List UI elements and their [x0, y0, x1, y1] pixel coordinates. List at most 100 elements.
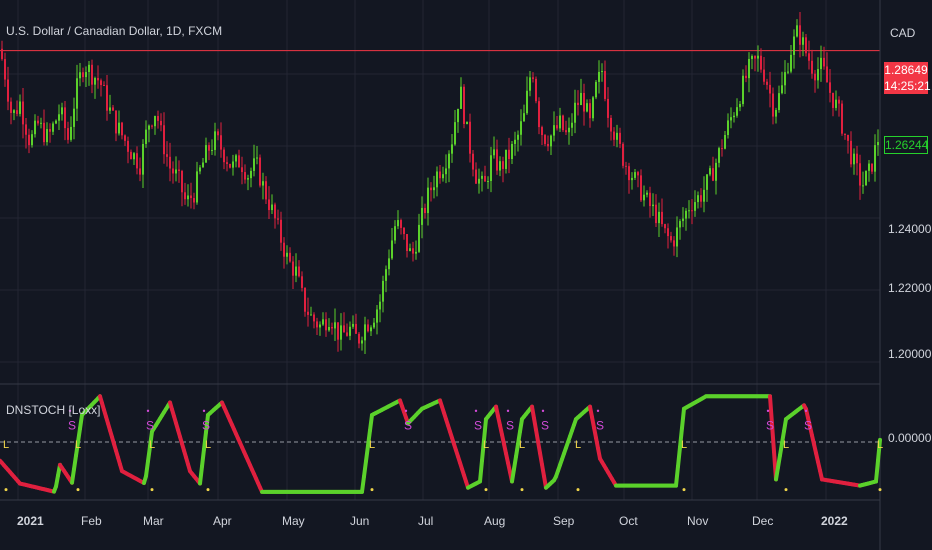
candle-body — [70, 126, 72, 140]
indicator-segment — [480, 437, 486, 463]
indicator-segment — [362, 459, 368, 479]
indicator-segment — [360, 474, 366, 494]
candle-body — [475, 169, 477, 184]
candle-body — [451, 144, 453, 154]
candle-body — [826, 66, 828, 83]
indicator-segment — [510, 467, 516, 484]
candle-body — [772, 93, 774, 117]
candle-body — [133, 153, 135, 160]
candle-body — [646, 192, 648, 195]
indicator-segment — [512, 454, 518, 471]
buy-marker-dot — [576, 488, 580, 492]
candle-body — [616, 132, 618, 140]
candle-body — [262, 181, 264, 186]
sell-marker-S: S — [404, 419, 412, 433]
candle-body — [16, 110, 18, 114]
candle-body — [658, 211, 660, 224]
candle-body — [550, 135, 552, 147]
candle-body — [751, 56, 753, 59]
candle-body — [379, 301, 381, 310]
candle-body — [577, 102, 579, 106]
sell-marker-S: S — [146, 419, 154, 433]
candle-body — [157, 116, 159, 121]
candle-body — [691, 210, 693, 212]
indicator-segment — [70, 467, 76, 485]
candle-body — [490, 155, 492, 181]
candle-body — [97, 77, 99, 81]
candle-body — [73, 108, 75, 127]
candle-body — [406, 234, 408, 252]
candle-body — [283, 242, 285, 257]
candle-body — [400, 220, 402, 228]
sell-marker-S: S — [68, 419, 76, 433]
candle-body — [424, 207, 426, 214]
candle-body — [13, 110, 15, 113]
candle-body — [871, 163, 873, 172]
candle-body — [190, 195, 192, 199]
candle-body — [802, 37, 804, 45]
candle-body — [460, 86, 462, 109]
candle-body — [631, 177, 633, 181]
candle-body — [211, 149, 213, 151]
candle-body — [349, 326, 351, 336]
candle-body — [502, 161, 504, 169]
candle-body — [340, 325, 342, 340]
time-label: Mar — [143, 514, 164, 528]
candle-body — [457, 108, 459, 123]
buy-marker-dot — [370, 488, 374, 492]
candle-body — [229, 163, 231, 168]
candle-body — [358, 333, 360, 344]
indicator-segment — [478, 458, 484, 484]
indicator-segment — [774, 465, 780, 482]
candle-body — [781, 85, 783, 94]
candle-body — [493, 149, 495, 156]
buy-marker-L: L — [75, 439, 81, 451]
candle-body — [172, 168, 174, 174]
price-tick: 1.22000 — [888, 281, 932, 295]
candle-body — [643, 194, 645, 201]
candle-body — [832, 92, 834, 108]
indicator-title[interactable]: DNSTOCH [Loxx] — [6, 403, 101, 417]
candle-body — [46, 129, 48, 143]
candle-body — [535, 78, 537, 102]
time-label: Jun — [350, 514, 370, 528]
indicator-segment — [146, 444, 152, 464]
candle-body — [724, 135, 726, 149]
candle-body — [148, 125, 150, 130]
indicator-segment — [780, 429, 786, 446]
indicator-segment — [202, 430, 208, 452]
candle-body — [538, 101, 540, 128]
candle-body — [100, 80, 102, 86]
candle-body — [373, 322, 375, 328]
candle-body — [853, 153, 855, 165]
candle-body — [445, 168, 447, 175]
candle-body — [346, 332, 348, 336]
candle-body — [142, 143, 144, 175]
candle-body — [52, 123, 54, 132]
indicator-segment — [364, 443, 370, 464]
candle-body — [37, 120, 39, 124]
candle-body — [145, 129, 147, 144]
candle-body — [259, 157, 261, 186]
candle-body — [589, 103, 591, 119]
candle-body — [505, 149, 507, 169]
candle-body — [709, 168, 711, 175]
symbol-title[interactable]: U.S. Dollar / Canadian Dollar, 1D, FXCM — [6, 24, 223, 38]
candle-body — [532, 77, 534, 79]
candle-body — [109, 107, 111, 111]
candle-body — [712, 168, 714, 181]
candle-body — [745, 75, 747, 79]
last-price-tag: 1.28649 — [884, 62, 928, 78]
candle-body — [574, 102, 576, 123]
candle-body — [790, 54, 792, 72]
candle-body — [184, 192, 186, 200]
candle-body — [394, 226, 396, 241]
candle-body — [877, 142, 879, 146]
indicator-segment — [676, 445, 682, 469]
indicator-segment — [678, 425, 684, 450]
candle-body — [421, 207, 423, 225]
candle-body — [592, 97, 594, 119]
indicator-segment — [514, 442, 520, 459]
countdown-timer: 14:25:21 — [884, 78, 931, 94]
